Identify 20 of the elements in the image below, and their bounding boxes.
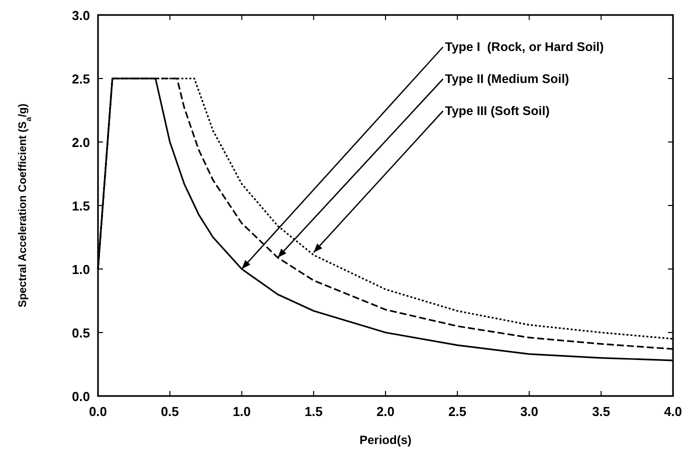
x-tick-label: 4.0 — [664, 404, 682, 419]
x-axis-title: Period(s) — [359, 433, 412, 447]
x-tick-label: 2.0 — [376, 404, 395, 419]
x-tick-label: 3.0 — [520, 404, 538, 419]
y-tick-label: 2.0 — [72, 135, 90, 150]
x-tick-label: 1.5 — [304, 404, 323, 419]
x-tick-label: 0.0 — [88, 404, 108, 419]
annotation: Type II (Medium Soil) — [445, 72, 570, 86]
annotation: Type I (Rock, or Hard Soil) — [445, 40, 604, 54]
y-tick-label: 1.0 — [72, 262, 90, 277]
annotation: Type III (Soft Soil) — [445, 104, 550, 118]
x-tick-label: 3.5 — [592, 404, 610, 419]
x-tick-label: 0.5 — [160, 404, 179, 419]
x-tick-label: 1.0 — [232, 404, 251, 419]
x-tick-label: 2.5 — [448, 404, 466, 419]
y-tick-label: 3.0 — [72, 8, 90, 23]
y-tick-label: 2.5 — [72, 72, 90, 86]
y-tick-label: 0.0 — [72, 389, 90, 404]
y-tick-label: 0.5 — [72, 326, 90, 340]
y-tick-label: 1.5 — [72, 198, 90, 214]
